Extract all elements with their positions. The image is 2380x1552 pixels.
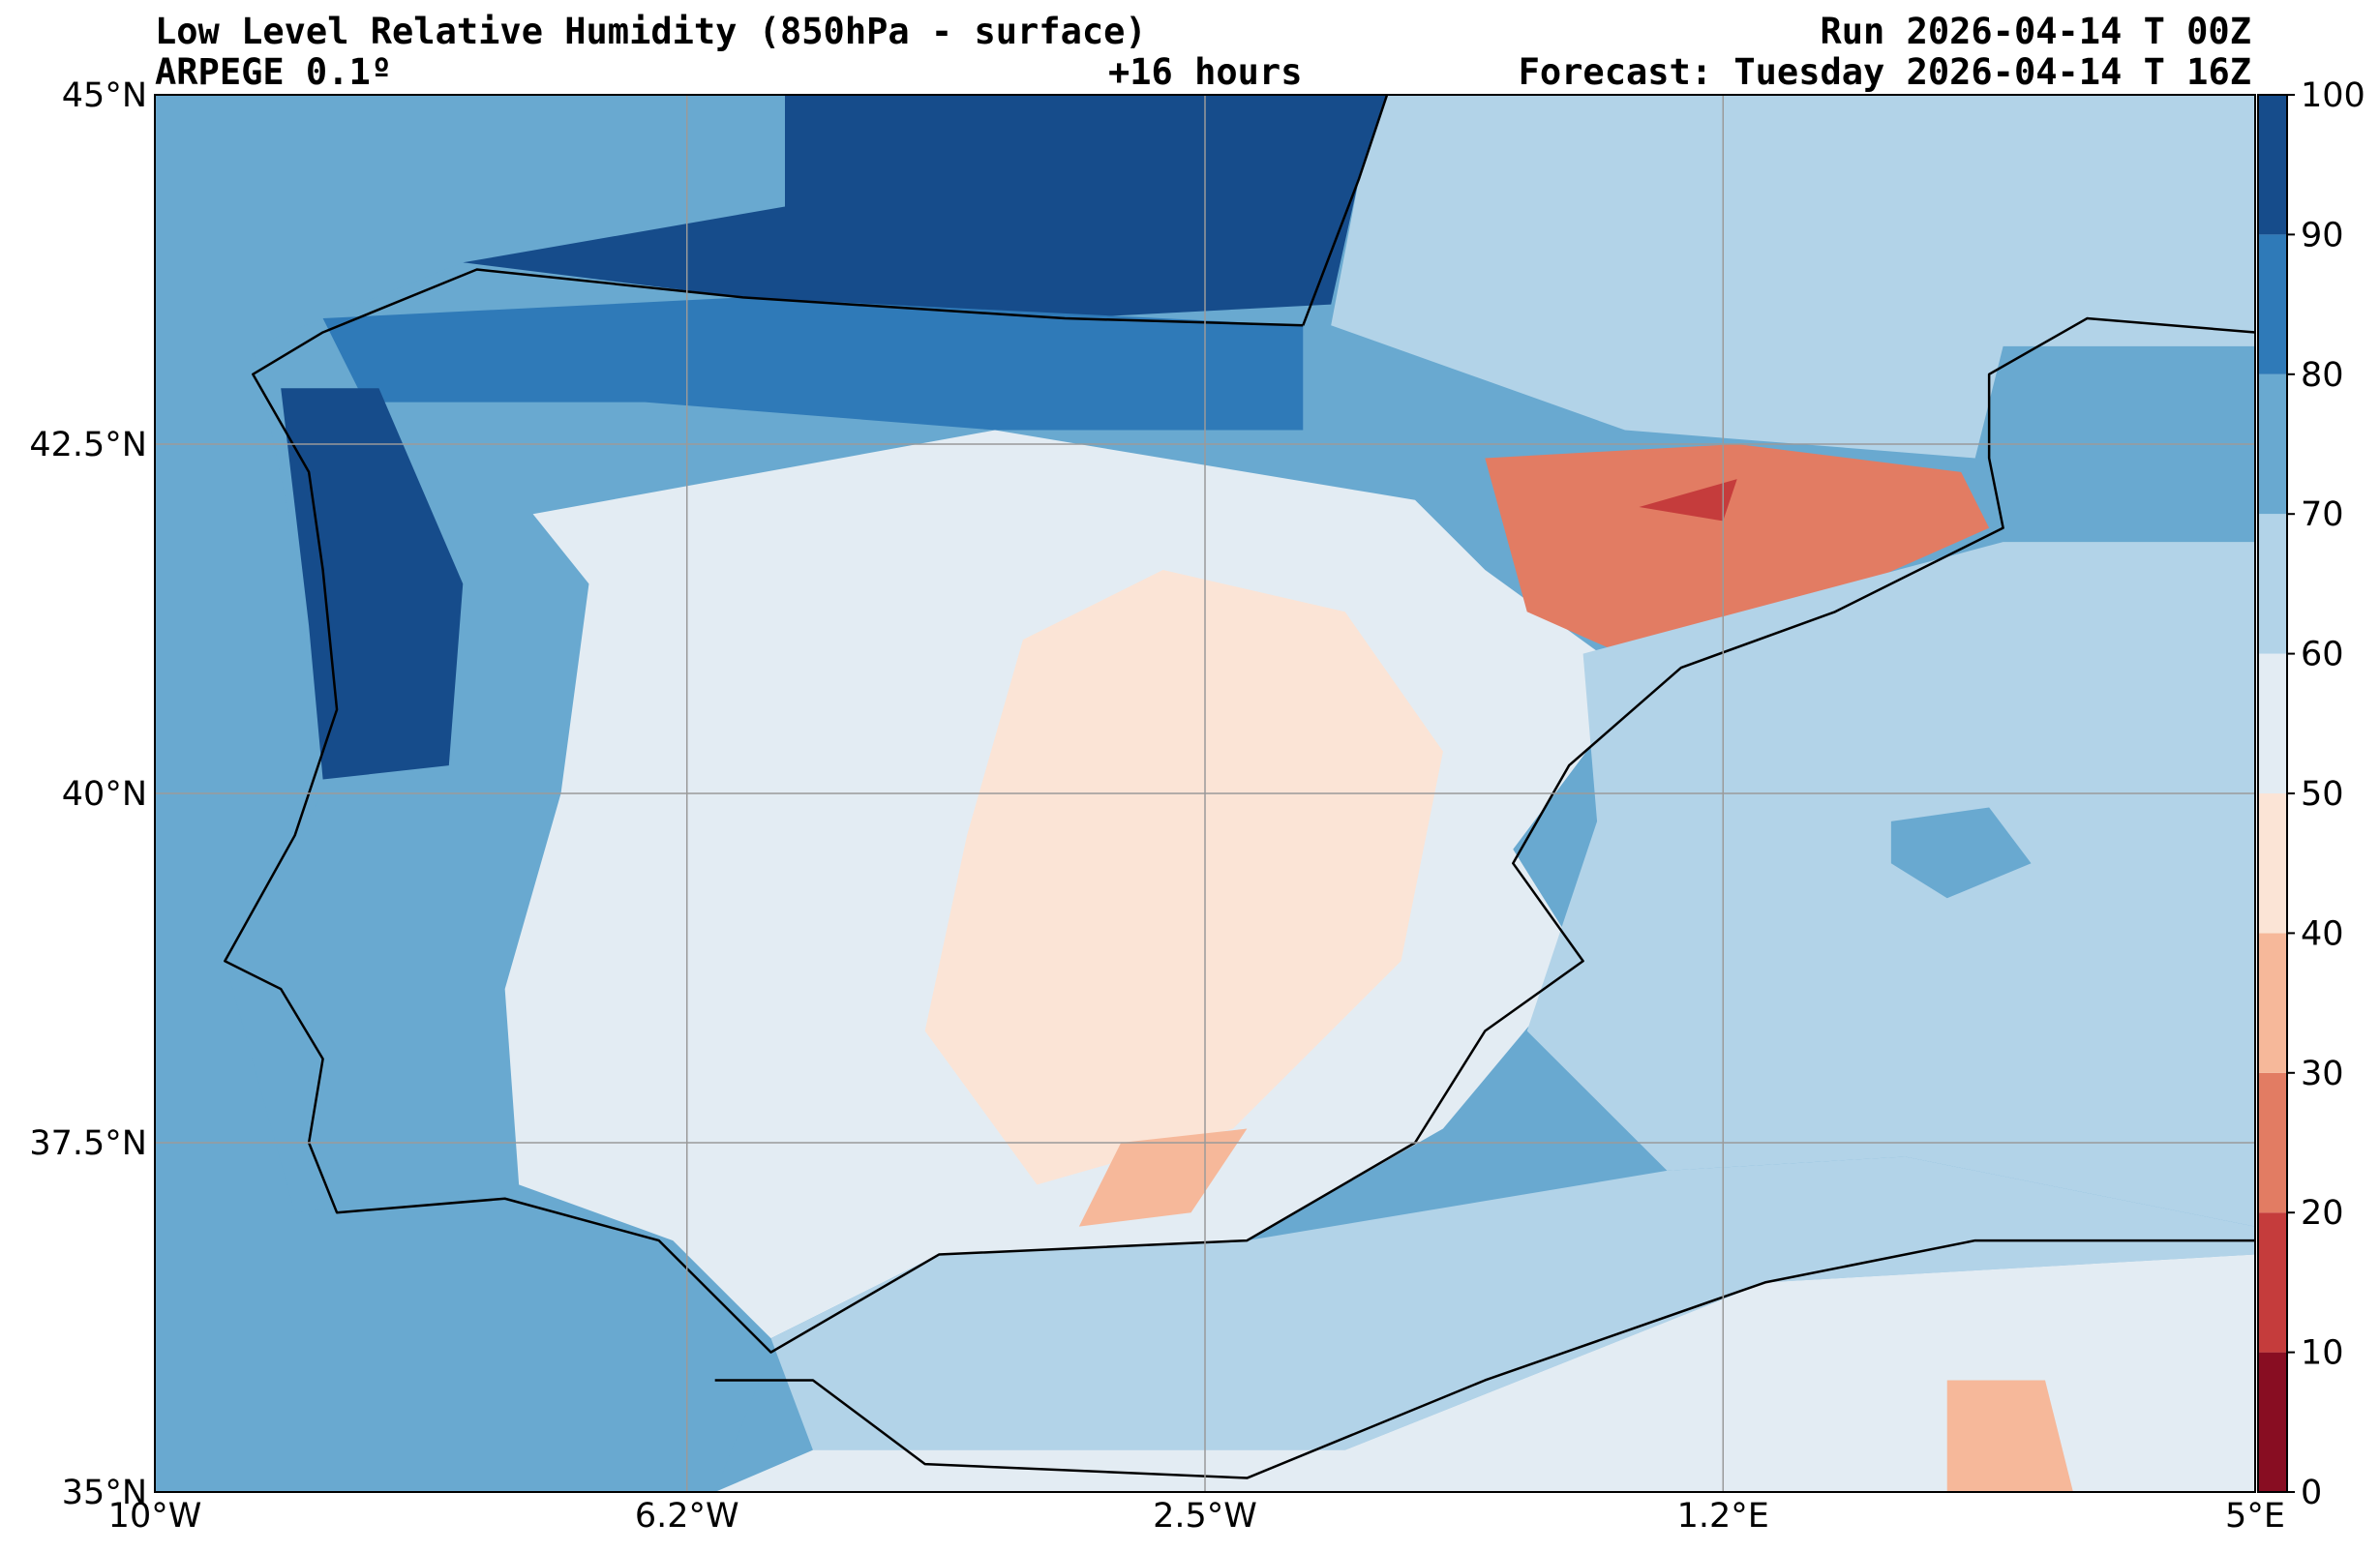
colorbar-tick-label: 100 (2301, 76, 2365, 115)
latitude-ticks: 45°N 42.5°N 40°N 37.5°N 35°N (29, 76, 147, 1512)
region-northeast-france-gulf (1331, 95, 2255, 459)
region-north-africa (714, 1254, 2255, 1492)
lon-tick-label: 10°W (108, 1497, 202, 1536)
region-west-galicia-portugal (281, 388, 464, 780)
colorbar-tick-label: 60 (2301, 636, 2344, 674)
region-central-dry-zone (924, 569, 1443, 1185)
region-cantabrian-coast (322, 297, 1304, 431)
colorbar-tick-label: 50 (2301, 775, 2344, 814)
region-mallorca (1890, 807, 2032, 899)
region-balearic-sea (1526, 542, 2255, 1227)
region-ebro-core (1639, 479, 1737, 522)
colorbar-tick-label: 30 (2301, 1055, 2344, 1093)
lat-tick-label: 35°N (62, 1474, 147, 1512)
colorbar-tick-label: 80 (2301, 356, 2344, 395)
colorbar-segment (2258, 234, 2287, 374)
colorbar-segment (2258, 793, 2287, 934)
lead-time-label: +16 hours (1108, 51, 1303, 93)
africa-coastline (714, 1239, 2255, 1479)
lat-tick-label: 45°N (62, 76, 147, 115)
region-algeria-dry-zone (1946, 1380, 2073, 1492)
lon-tick-label: 1.2°E (1677, 1497, 1769, 1536)
france-coastline (1302, 95, 1389, 326)
lon-tick-label: 2.5°W (1153, 1497, 1257, 1536)
iberia-coastline (224, 268, 2255, 1354)
map-plot-area (155, 95, 2255, 1492)
longitude-ticks: 10°W 6.2°W 2.5°W 1.2°E 5°E (108, 1497, 2285, 1536)
region-bay-of-biscay (463, 95, 1388, 319)
colorbar-tick-label: 40 (2301, 914, 2344, 953)
model-label: ARPEGE 0.1º (155, 51, 393, 93)
humidity-regions (155, 95, 2255, 1492)
colorbar-tick-label: 20 (2301, 1194, 2344, 1233)
colorbar-tick-label: 90 (2301, 216, 2344, 254)
run-label: Run 2026-04-14 T 00Z (1820, 11, 2251, 52)
colorbar-segment (2258, 653, 2287, 793)
lon-tick-label: 5°E (2225, 1497, 2285, 1536)
forecast-label: Forecast: Tuesday 2026-04-14 T 16Z (1518, 51, 2251, 93)
lon-tick-label: 6.2°W (635, 1497, 739, 1536)
region-ebro-dry-zone (1485, 444, 1990, 669)
chart-title: Low Level Relative Humidity (850hPa - su… (155, 11, 1147, 52)
colorbar-segment (2258, 373, 2287, 515)
lat-tick-label: 42.5°N (29, 426, 147, 464)
colorbar-segment (2258, 1212, 2287, 1353)
map-frame (154, 94, 2256, 1493)
colorbar-segment (2258, 95, 2287, 235)
colorbar-segment (2258, 1072, 2287, 1213)
gridlines (155, 95, 2255, 1492)
region-alboran-sea (770, 1156, 2255, 1450)
colorbar-tick-label: 70 (2301, 495, 2344, 534)
colorbar-tick-label: 0 (2301, 1474, 2322, 1512)
coastlines (224, 95, 2255, 1479)
lat-tick-label: 37.5°N (29, 1124, 147, 1163)
colorbar-tick-label: 10 (2301, 1334, 2344, 1373)
colorbar-segment (2258, 1352, 2287, 1492)
lat-tick-label: 40°N (62, 775, 147, 814)
colorbar-segment (2258, 514, 2287, 654)
colorbar-segment (2258, 933, 2287, 1073)
colorbar: 0 10 20 30 40 50 60 70 80 90 100 (2257, 76, 2365, 1512)
